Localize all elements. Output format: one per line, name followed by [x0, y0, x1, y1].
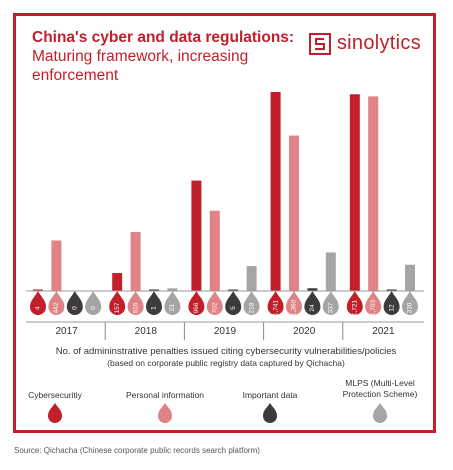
- data-label: 0: [90, 306, 97, 310]
- legend-label: Personal information: [126, 390, 204, 400]
- tick-label: 2021: [372, 326, 395, 337]
- marker-2019-2: [225, 291, 242, 315]
- bar-2019-important: [228, 289, 239, 291]
- marker-2019-3: [243, 291, 260, 315]
- data-label: 702: [212, 302, 219, 313]
- data-label: 442: [53, 302, 60, 313]
- data-label: 230: [407, 302, 414, 313]
- bar-2020-important: [307, 288, 318, 291]
- marker-2017-0: [30, 291, 46, 315]
- title-rest: Maturing framework, increasing enforceme…: [32, 48, 249, 84]
- bar-2020-personal: [289, 135, 299, 291]
- bar-2021-mlps: [405, 264, 415, 291]
- bar-2021-personal: [368, 96, 379, 292]
- sinolytics-logo-icon: [308, 32, 331, 55]
- bar-2019-cybersecurity: [191, 180, 202, 291]
- data-label: 966: [193, 302, 200, 313]
- data-label: 1: [151, 306, 158, 310]
- source-note: Source: Qichacha (Chinese corporate publ…: [14, 446, 260, 455]
- marker-2020-2: [304, 291, 321, 315]
- bar-2020-cybersecurity: [270, 92, 281, 291]
- data-label: 516: [132, 302, 139, 313]
- logo: sinolytics: [308, 32, 421, 55]
- bar-2021-important: [386, 289, 397, 291]
- data-label: 157: [114, 302, 121, 313]
- bar-2018-cybersecurity: [112, 273, 123, 291]
- marker-2020-0: [267, 291, 284, 315]
- legend-marker: [48, 403, 62, 423]
- data-label: 337: [328, 302, 335, 313]
- data-label: 218: [248, 302, 255, 313]
- bar-2018-personal: [130, 232, 141, 291]
- data-label: 5: [230, 306, 237, 310]
- data-label: 1,360: [291, 299, 298, 316]
- marker-2018-1: [127, 291, 144, 315]
- legend-marker: [373, 403, 387, 423]
- marker-2021-3: [402, 291, 418, 315]
- page-title: China's cyber and data regulations: Matu…: [32, 28, 312, 85]
- marker-2021-2: [383, 291, 400, 315]
- marker-2019-1: [206, 291, 223, 315]
- marker-2021-1: [365, 291, 382, 315]
- bar-2017-personal: [51, 240, 62, 291]
- marker-2018-2: [146, 291, 162, 315]
- data-label: 12: [388, 304, 395, 312]
- data-label: 4: [35, 306, 42, 310]
- marker-2017-3: [85, 291, 102, 315]
- legend-label: Important data: [243, 390, 298, 400]
- marker-2020-1: [286, 291, 302, 315]
- data-label: 23: [169, 304, 176, 312]
- tick-label: 2017: [55, 326, 78, 337]
- bar-2019-personal: [209, 210, 220, 291]
- data-label: 0: [72, 306, 79, 310]
- legend-marker: [158, 403, 172, 423]
- tick-label: 2019: [214, 326, 237, 337]
- logo-text: sinolytics: [336, 32, 421, 54]
- bar-2017-cybersecurity: [33, 289, 43, 291]
- legend-label: Cybersecuritiy: [28, 390, 83, 400]
- title-bold: China's cyber and data regulations:: [32, 29, 295, 46]
- legend-label: MLPS (Multi-Level: [345, 378, 415, 388]
- marker-2017-2: [66, 291, 83, 315]
- marker-2020-3: [322, 291, 339, 315]
- data-label: 24: [309, 304, 316, 312]
- marker-2018-3: [164, 291, 181, 315]
- marker-2019-0: [188, 291, 205, 315]
- legend-label: Protection Scheme): [343, 389, 418, 399]
- bar-2018-important: [149, 289, 159, 291]
- data-label: 1,703: [370, 299, 377, 316]
- legend-marker: [263, 403, 277, 423]
- bar-2021-cybersecurity: [349, 94, 360, 291]
- tick-label: 2018: [135, 326, 158, 337]
- bar-2018-mlps: [167, 288, 178, 291]
- bar-2020-mlps: [325, 252, 336, 291]
- tick-label: 2020: [293, 326, 316, 337]
- marker-2021-0: [346, 291, 363, 315]
- data-label: 1,741: [272, 299, 279, 316]
- chart-title: No. of admininstrative penalties issued …: [56, 346, 397, 357]
- chart-subtitle: (based on corporate public registry data…: [107, 358, 345, 368]
- bar-2019-mlps: [246, 266, 257, 291]
- chart-frame: China's cyber and data regulations: Matu…: [13, 13, 436, 433]
- data-label: 1,721: [352, 299, 359, 316]
- marker-2017-1: [48, 291, 65, 315]
- marker-2018-0: [109, 291, 126, 315]
